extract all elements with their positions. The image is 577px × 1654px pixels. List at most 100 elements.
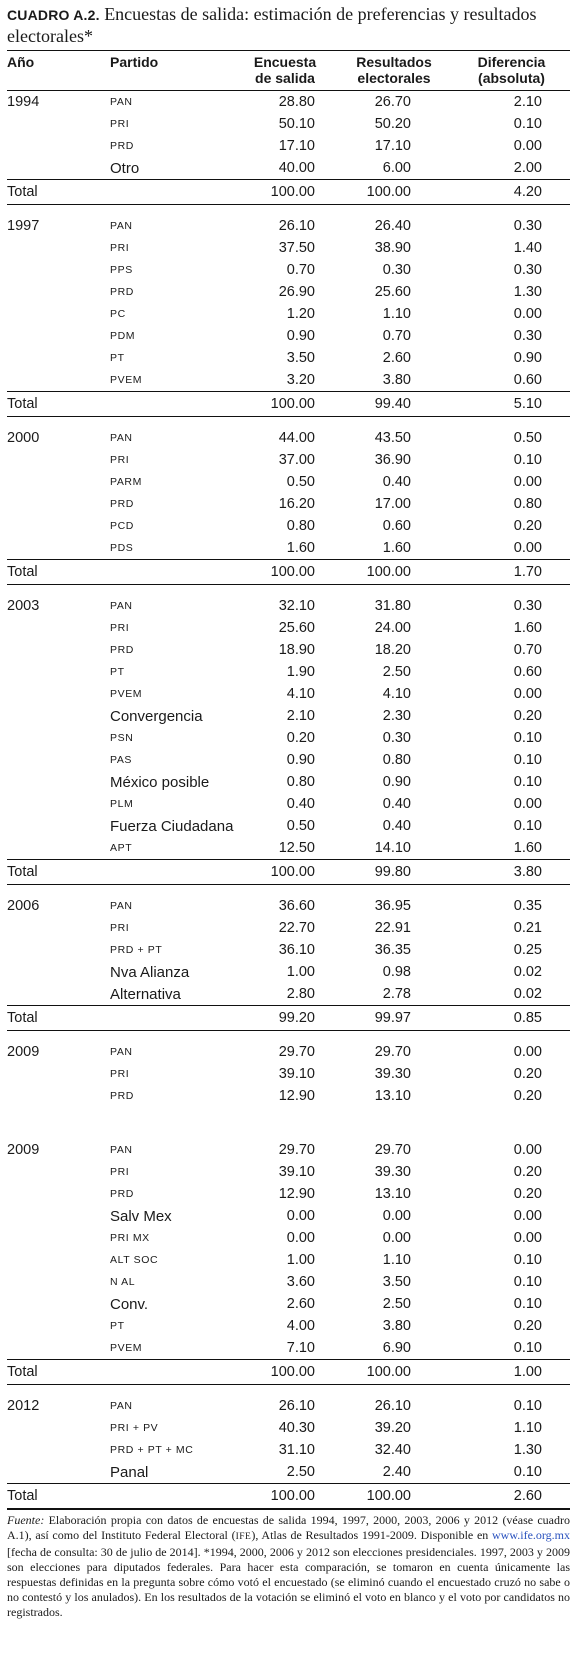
group-spacer xyxy=(7,885,570,896)
results-cell: 22.91 xyxy=(374,920,411,936)
table-row: APT 12.50 14.10 1.60 xyxy=(7,837,570,860)
year-cell xyxy=(7,449,110,471)
difference-cell: 0.10 xyxy=(513,1252,542,1268)
difference-cell: 0.00 xyxy=(513,1208,542,1224)
difference-cell: 0.10 xyxy=(513,752,542,768)
year-cell xyxy=(7,1183,110,1205)
year-cell xyxy=(7,617,110,639)
difference-cell: 0.00 xyxy=(513,1142,542,1158)
exit-poll-cell: 12.90 xyxy=(278,1088,315,1104)
exit-poll-cell: 26.90 xyxy=(278,284,315,300)
header-difference-line-2: (absoluta) xyxy=(478,70,545,86)
total-row: Total 100.00 100.00 4.20 xyxy=(7,179,570,205)
exit-poll-cell: 32.10 xyxy=(278,598,315,614)
year-cell xyxy=(7,749,110,771)
total-difference: 0.85 xyxy=(453,1005,570,1031)
exit-poll-cell: 12.90 xyxy=(278,1186,315,1202)
difference-cell: 0.00 xyxy=(513,540,542,556)
party-cell: PRI MX xyxy=(110,1232,150,1244)
year-cell xyxy=(7,157,110,180)
exit-poll-cell: 28.80 xyxy=(278,94,315,110)
difference-cell: 0.00 xyxy=(513,138,542,154)
table-row: PRI 39.10 39.30 0.20 xyxy=(7,1161,570,1183)
group-spacer-cell xyxy=(7,1385,570,1396)
party-cell: PC xyxy=(110,308,126,320)
exit-poll-cell: 25.60 xyxy=(278,620,315,636)
party-cell: PAN xyxy=(110,1144,133,1156)
total-difference: 2.60 xyxy=(453,1483,570,1509)
total-label: Total xyxy=(7,179,110,205)
table-row: PRD 12.90 13.10 0.20 xyxy=(7,1183,570,1205)
year-cell xyxy=(7,815,110,837)
difference-cell: 1.30 xyxy=(513,284,542,300)
difference-cell: 0.02 xyxy=(513,986,542,1002)
party-cell: PVEM xyxy=(110,374,143,386)
results-cell: 0.80 xyxy=(382,752,411,768)
results-cell: 1.60 xyxy=(382,540,411,556)
year-cell xyxy=(7,1161,110,1183)
difference-cell: 0.02 xyxy=(513,964,542,980)
party-cell: PVEM xyxy=(110,1342,143,1354)
exit-poll-cell: 50.10 xyxy=(278,116,315,132)
source-text-2: ), Atlas de Resultados 1991-2009. Dispon… xyxy=(251,1528,493,1542)
difference-cell: 0.00 xyxy=(513,686,542,702)
total-label: Total xyxy=(7,1483,110,1509)
difference-cell: 0.20 xyxy=(513,1164,542,1180)
results-cell: 38.90 xyxy=(374,240,411,256)
total-party-empty xyxy=(110,1359,235,1385)
table-body: 1994 PAN 28.80 26.70 2.10 PRI 50.10 50.20 0.10 PR… xyxy=(7,91,570,1509)
table-row: PRI 50.10 50.20 0.10 xyxy=(7,113,570,135)
total-results: 100.00 xyxy=(335,179,453,205)
exit-poll-cell: 2.50 xyxy=(286,1464,315,1480)
results-cell: 36.95 xyxy=(374,898,411,914)
results-cell: 18.20 xyxy=(374,642,411,658)
results-cell: 26.10 xyxy=(374,1398,411,1414)
exit-poll-cell: 2.60 xyxy=(286,1296,315,1312)
exit-poll-cell: 0.50 xyxy=(286,818,315,834)
year-cell: 2000 xyxy=(7,430,40,446)
source-link[interactable]: www.ife.org.mx xyxy=(492,1528,571,1542)
difference-cell: 0.90 xyxy=(513,350,542,366)
year-cell xyxy=(7,1249,110,1271)
exit-poll-cell: 26.10 xyxy=(278,218,315,234)
total-row: Total 100.00 100.00 2.60 xyxy=(7,1483,570,1509)
results-cell: 2.30 xyxy=(382,708,411,724)
table-row: PRI MX 0.00 0.00 0.00 xyxy=(7,1227,570,1249)
table-row: PDM 0.90 0.70 0.30 xyxy=(7,325,570,347)
results-cell: 0.90 xyxy=(382,774,411,790)
results-cell: 2.50 xyxy=(382,1296,411,1312)
difference-cell: 0.20 xyxy=(513,1186,542,1202)
year-cell: 2009 xyxy=(7,1044,40,1060)
difference-cell: 0.30 xyxy=(513,598,542,614)
year-cell xyxy=(7,961,110,983)
exit-poll-cell: 18.90 xyxy=(278,642,315,658)
table-row: Otro 40.00 6.00 2.00 xyxy=(7,157,570,180)
party-cell: Otro xyxy=(110,159,140,177)
total-party-empty xyxy=(110,391,235,417)
party-cell: PRD xyxy=(110,140,134,152)
header-results: Resultados electorales xyxy=(335,50,453,91)
table-row: PCD 0.80 0.60 0.20 xyxy=(7,515,570,537)
difference-cell: 0.50 xyxy=(513,430,542,446)
table-row: N AL 3.60 3.50 0.10 xyxy=(7,1271,570,1293)
exit-poll-cell: 40.00 xyxy=(278,160,315,176)
exit-poll-cell: 37.50 xyxy=(278,240,315,256)
header-difference-line-1: Diferencia xyxy=(477,54,546,70)
results-cell: 6.90 xyxy=(382,1340,411,1356)
exit-poll-cell: 16.20 xyxy=(278,496,315,512)
header-difference: Diferencia (absoluta) xyxy=(453,50,570,91)
difference-cell: 0.30 xyxy=(513,262,542,278)
year-cell xyxy=(7,471,110,493)
year-cell xyxy=(7,537,110,560)
year-cell: 2009 xyxy=(7,1142,40,1158)
exit-poll-cell: 31.10 xyxy=(278,1442,315,1458)
exit-poll-cell: 1.60 xyxy=(286,540,315,556)
party-cell: N AL xyxy=(110,1276,136,1288)
table-row: PPS 0.70 0.30 0.30 xyxy=(7,259,570,281)
results-cell: 2.60 xyxy=(382,350,411,366)
exit-poll-cell: 0.80 xyxy=(286,518,315,534)
year-cell xyxy=(7,259,110,281)
party-cell: ALT SOC xyxy=(110,1254,159,1266)
group-spacer-cell xyxy=(7,885,570,896)
